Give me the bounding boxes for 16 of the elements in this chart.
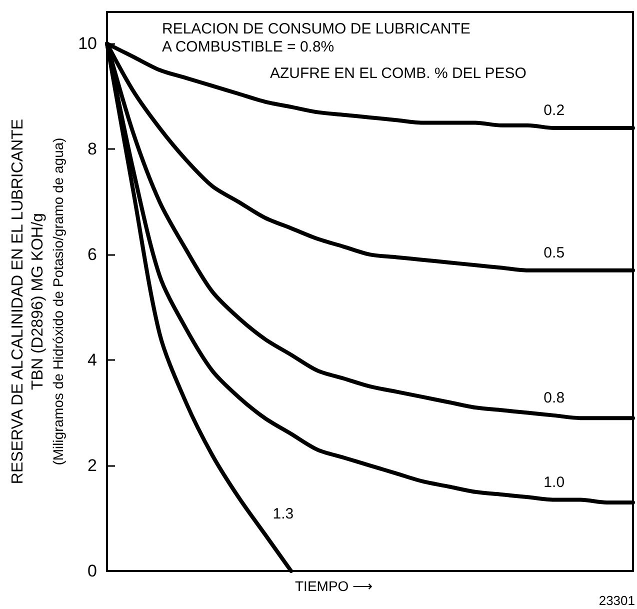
series-label: 1.3	[272, 506, 294, 523]
y-axis-title: RESERVA DE ALCALINIDAD EN EL LUBRICANTE TBN (D2896) MG KOH/g (Miligramos de Hidróxido de Potasio/gramo de agua)	[10, 118, 66, 484]
y-tick-label: 6	[88, 245, 97, 264]
series-label: 0.5	[544, 244, 565, 262]
series-label: 1.0	[544, 474, 565, 491]
y-tick-label: 8	[88, 140, 97, 159]
legend-title: AZUFRE EN EL COMB. % DEL PESO	[270, 65, 526, 82]
y-tick-label: 10	[78, 34, 97, 54]
y-tick-label: 2	[88, 456, 97, 476]
series-label: 0.2	[544, 102, 565, 120]
series-label: 0.8	[544, 389, 565, 406]
text: 23301	[598, 593, 636, 608]
y-tick-label: 4	[88, 350, 97, 370]
annotation: RELACION DE CONSUMO DE LUBRICANTE A COMBUSTIBLE = 0.8%	[162, 20, 470, 56]
x-axis-title: TIEMPO ⟶	[295, 578, 373, 594]
y-tick-label: 0	[88, 562, 97, 580]
